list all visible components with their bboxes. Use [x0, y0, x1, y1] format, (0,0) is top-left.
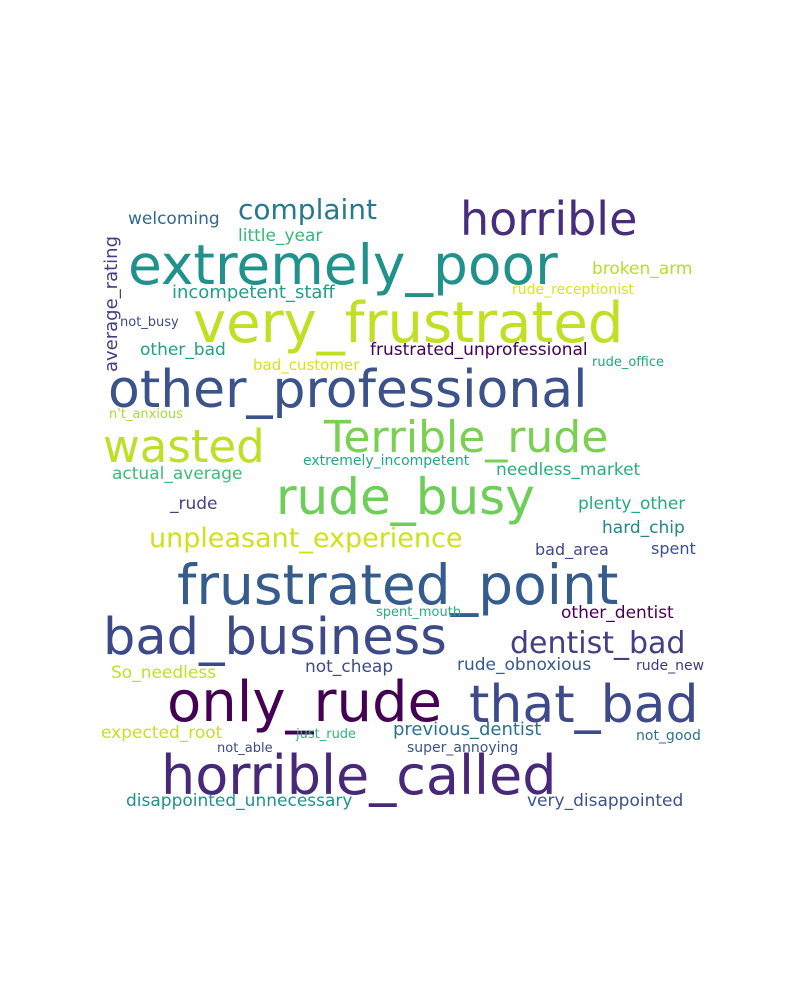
- word-plenty-other: plenty_other: [578, 494, 686, 514]
- word-hard-chip: hard_chip: [602, 518, 685, 538]
- word-horrible-called: horrible_called: [161, 744, 557, 807]
- word--rude: _rude: [170, 494, 218, 514]
- word-wasted: wasted: [103, 420, 265, 473]
- word-not-good: not_good: [636, 728, 701, 744]
- word-disappointed-unnecessary: disappointed_unnecessary: [126, 791, 353, 811]
- word-so-needless: So_needless: [111, 663, 217, 683]
- word-rude-busy: rude_busy: [276, 468, 535, 526]
- word-bad-area: bad_area: [535, 540, 609, 559]
- word-very-disappointed: very_disappointed: [527, 791, 684, 811]
- word-super-annoying: super_annoying: [407, 740, 519, 756]
- word-other-bad: other_bad: [140, 340, 226, 360]
- word-actual-average: actual_average: [112, 464, 243, 484]
- word-previous-dentist: previous_dentist: [393, 719, 542, 740]
- word-complaint: complaint: [238, 193, 378, 226]
- word-not-busy: not_busy: [120, 315, 179, 330]
- word-spent-mouth: spent_mouth: [376, 605, 462, 620]
- word-extremely-poor: extremely_poor: [128, 233, 558, 297]
- word-that-bad: that_bad: [469, 675, 699, 735]
- word-needless-market: needless_market: [496, 460, 641, 480]
- word-frustrated-point: frustrated_point: [177, 553, 619, 617]
- word-rude-new: rude_new: [636, 658, 705, 674]
- word-only-rude: only_rude: [167, 670, 442, 735]
- word-incompetent-staff: incompetent_staff: [172, 282, 335, 303]
- word-extremely-incompetent: extremely_incompetent: [303, 453, 470, 469]
- word-rude-receptionist: rude_receptionist: [512, 282, 634, 298]
- word-bad-business: bad_business: [103, 608, 447, 667]
- word-rude-obnoxious: rude_obnoxious: [457, 655, 592, 675]
- word-dentist-bad: dentist_bad: [510, 626, 686, 661]
- word-rude-office: rude_office: [592, 355, 665, 370]
- word-horrible: horrible: [460, 192, 638, 246]
- word-unpleasant-experience: unpleasant_experience: [149, 523, 463, 554]
- word-welcoming: welcoming: [128, 209, 220, 229]
- word-n-t-anxious: n't_anxious: [109, 407, 183, 422]
- word-just-rude: just_rude: [296, 727, 357, 742]
- word-other-dentist: other_dentist: [561, 603, 674, 623]
- word-average-rating: average_rating: [101, 235, 122, 372]
- word-broken-arm: broken_arm: [592, 259, 693, 279]
- word-expected-root: expected_root: [101, 723, 223, 743]
- word-frustrated-unprofessional: frustrated_unprofessional: [370, 340, 588, 360]
- word-terrible-rude: Terrible_rude: [324, 412, 609, 463]
- word-very-frustrated: very_frustrated: [193, 291, 624, 356]
- word-other-professional: other_professional: [108, 360, 588, 420]
- word-not-able: not_able: [217, 741, 273, 756]
- word-little-year: little_year: [238, 226, 323, 246]
- word-not-cheap: not_cheap: [305, 657, 394, 677]
- word-spent: spent: [651, 539, 696, 558]
- word-bad-customer: bad_customer: [253, 356, 360, 374]
